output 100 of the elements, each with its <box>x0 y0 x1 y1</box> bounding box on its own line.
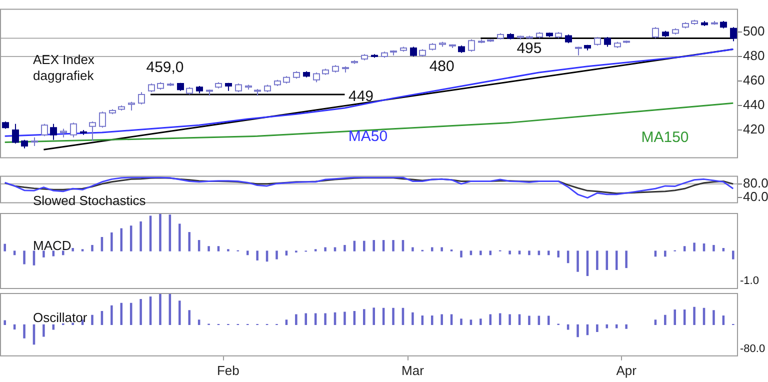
bar <box>198 240 200 252</box>
bar <box>489 250 492 256</box>
bar <box>52 250 55 256</box>
bar <box>518 314 521 326</box>
bar <box>140 299 142 326</box>
bar <box>625 250 628 268</box>
bar <box>508 314 511 326</box>
y-tick-label: 480 <box>743 48 765 64</box>
bar <box>110 232 113 252</box>
annotation: 449 <box>348 88 374 106</box>
bar <box>23 324 26 338</box>
bar <box>4 244 6 252</box>
bar <box>489 314 492 326</box>
bar <box>13 250 16 256</box>
ref-line-label: 495 <box>516 40 542 57</box>
bar <box>693 242 696 252</box>
bar <box>664 314 666 326</box>
bar <box>159 293 162 326</box>
bar <box>4 320 6 326</box>
bar <box>693 306 696 326</box>
bar <box>208 246 210 252</box>
bar <box>188 232 190 252</box>
bar <box>702 243 706 252</box>
text: Slowed Stochastics <box>33 193 147 209</box>
bar <box>178 300 181 326</box>
bar <box>450 314 453 326</box>
bar <box>596 250 598 270</box>
bar <box>606 250 608 270</box>
bar <box>480 318 482 326</box>
bar <box>276 250 278 260</box>
text: -80.0 <box>740 343 766 356</box>
bar <box>246 250 249 256</box>
bar <box>344 244 346 252</box>
annotation: 459,0 <box>146 59 184 76</box>
bar <box>256 250 258 260</box>
text: -1.0 <box>740 275 759 288</box>
bar <box>363 309 366 326</box>
bar <box>722 248 725 252</box>
bar <box>508 250 511 254</box>
bar <box>344 312 346 326</box>
bar <box>285 320 288 326</box>
bar <box>72 322 74 326</box>
x-tick-label: Mar <box>402 362 425 378</box>
bar <box>576 324 579 338</box>
bar <box>91 244 94 252</box>
bar <box>324 247 326 252</box>
bar <box>159 213 162 252</box>
bar <box>548 316 550 326</box>
bar <box>324 313 326 326</box>
bar <box>188 310 190 326</box>
bar <box>440 314 443 326</box>
bar <box>372 240 375 252</box>
bar <box>566 324 570 330</box>
bar <box>412 312 414 326</box>
bar <box>23 250 26 264</box>
bar <box>32 250 36 266</box>
bar <box>295 314 298 326</box>
bar <box>470 320 472 326</box>
bar <box>42 250 45 258</box>
bar <box>140 221 142 252</box>
bar <box>460 250 462 258</box>
bar <box>518 250 521 254</box>
y-tick-label: 420 <box>743 122 765 137</box>
bar <box>402 240 404 252</box>
y-tick-label: 80.0 <box>743 175 768 190</box>
bar <box>178 224 181 252</box>
bar <box>217 246 220 252</box>
series-label: MA50 <box>348 128 388 146</box>
text: AEX Index daggrafiek <box>33 52 96 84</box>
bar <box>664 250 666 257</box>
bar <box>460 318 462 326</box>
bar <box>42 324 45 337</box>
y-tick-label: 40.0 <box>743 189 768 204</box>
bar <box>470 250 472 256</box>
bar <box>625 324 628 329</box>
x-tick-label: Feb <box>216 362 240 378</box>
bar <box>392 240 394 252</box>
bar <box>528 250 530 256</box>
bar <box>683 246 686 252</box>
y-tick-label: 460 <box>743 72 765 88</box>
bar <box>557 250 560 258</box>
bar <box>392 308 394 326</box>
bar <box>712 244 715 252</box>
bar <box>412 247 414 252</box>
bar <box>440 247 443 252</box>
bar <box>72 248 74 252</box>
bar <box>712 310 715 326</box>
series-label: MA150 <box>641 129 689 146</box>
x-tick-label: Apr <box>616 362 638 378</box>
bar <box>372 308 375 326</box>
bar <box>198 320 200 326</box>
bar <box>382 240 385 252</box>
bar <box>363 240 366 252</box>
bar <box>538 250 540 256</box>
bar <box>110 305 113 326</box>
bar <box>91 314 94 326</box>
bar <box>596 324 598 332</box>
bar <box>62 250 64 256</box>
bar <box>615 250 618 270</box>
bar <box>285 250 288 256</box>
